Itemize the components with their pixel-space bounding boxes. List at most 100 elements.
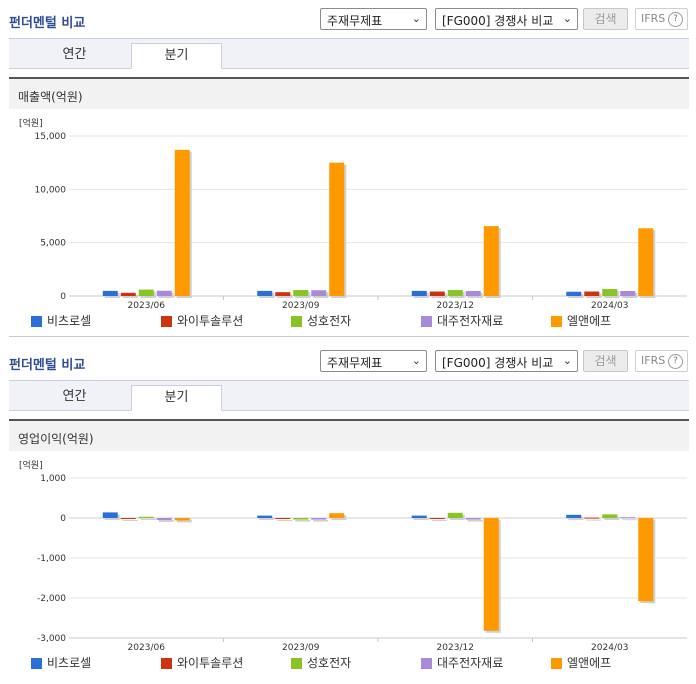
legend-swatch <box>551 658 562 669</box>
x-tick-label: 2024/03 <box>591 643 628 653</box>
legend-label: 대주전자재료 <box>437 314 504 328</box>
statement-select[interactable]: 주재무제표 ⌄ <box>320 350 427 372</box>
chevron-down-icon: ⌄ <box>562 354 572 367</box>
legend-swatch <box>161 316 172 327</box>
divider <box>9 336 689 337</box>
tab-annual[interactable]: 연간 <box>62 47 87 62</box>
ifrs-help-button[interactable]: IFRS ? <box>635 8 688 30</box>
y-tick-label: 0 <box>60 292 66 302</box>
bar-와이투솔루션 <box>584 517 600 519</box>
bar-비츠로셀 <box>257 290 273 296</box>
y-tick-label: -2,000 <box>37 594 66 604</box>
bar-shadow <box>277 294 293 298</box>
bar-대주전자재료 <box>156 290 172 296</box>
legend-swatch <box>421 316 432 327</box>
search-button[interactable]: 검색 <box>583 8 628 30</box>
search-button[interactable]: 검색 <box>583 350 628 372</box>
bar-shadow <box>313 520 329 522</box>
bar-성호전자 <box>447 290 463 296</box>
statement-select[interactable]: 주재무제표 ⌄ <box>320 8 427 30</box>
legend-label: 비츠로셀 <box>47 314 92 328</box>
bar-와이투솔루션 <box>120 292 136 296</box>
legend-label: 성호전자 <box>307 656 352 670</box>
chart-legend: 비츠로셀 와이투솔루션 성호전자 대주전자재료 엘앤에프 <box>9 311 689 331</box>
chevron-down-icon: ⌄ <box>411 354 421 367</box>
bar-shadow <box>295 520 311 522</box>
bar-와이투솔루션 <box>120 518 136 519</box>
period-tabs: 연간 분기 <box>9 380 689 411</box>
bar-shadow <box>176 520 192 523</box>
bar-성호전자 <box>138 516 154 518</box>
legend-swatch <box>291 658 302 669</box>
bar-엘앤에프 <box>638 228 654 296</box>
chevron-down-icon: ⌄ <box>562 12 572 25</box>
bar-엘앤에프 <box>329 162 345 296</box>
panel-title: 펀더멘털 비교 <box>9 16 86 31</box>
bar-shadow <box>431 520 447 521</box>
bar-와이투솔루션 <box>275 292 291 296</box>
bar-shadow <box>122 294 138 298</box>
legend-label: 대주전자재료 <box>437 656 504 670</box>
compare-select[interactable]: [FG000] 경쟁사 비교 ⌄ <box>435 8 578 30</box>
compare-select-value: [FG000] 경쟁사 비교 <box>442 356 554 370</box>
period-tabs: 연간 분기 <box>9 38 689 69</box>
bar-비츠로셀 <box>102 290 118 296</box>
compare-select-value: [FG000] 경쟁사 비교 <box>442 14 554 28</box>
operating-profit-bar-chart: [억원] -3,000 -2,000 -1,000 0 1,000 2023/06 2023/… <box>19 459 687 653</box>
bar-대주전자재료 <box>620 517 636 519</box>
bar-shadow <box>259 517 275 520</box>
y-unit-label: [억원] <box>19 117 43 129</box>
ifrs-label: IFRS <box>641 354 666 367</box>
x-tick-label: 2023/12 <box>437 301 474 311</box>
ifrs-label: IFRS <box>641 12 666 25</box>
section-title: 영업이익(억원) <box>18 432 94 446</box>
bar-대주전자재료 <box>465 290 481 296</box>
chevron-down-icon: ⌄ <box>411 12 421 25</box>
question-circle-icon: ? <box>668 354 683 369</box>
y-unit-label: [억원] <box>19 459 43 471</box>
tab-quarterly[interactable]: 분기 <box>131 385 222 411</box>
ifrs-help-button[interactable]: IFRS ? <box>635 350 688 372</box>
compare-select[interactable]: [FG000] 경쟁사 비교 ⌄ <box>435 350 578 372</box>
legend-label: 엘앤에프 <box>567 656 612 670</box>
y-tick-label: 15,000 <box>35 132 67 142</box>
bar-대주전자재료 <box>465 518 481 520</box>
x-tick-label: 2023/12 <box>437 643 474 653</box>
bar-엘앤에프 <box>483 518 499 631</box>
bar-와이투솔루션 <box>584 291 600 296</box>
tab-quarterly[interactable]: 분기 <box>131 43 222 69</box>
bar-와이투솔루션 <box>429 518 445 519</box>
x-tick-label: 2023/09 <box>282 643 320 653</box>
bar-shadow <box>140 518 156 520</box>
bar-대주전자재료 <box>156 518 172 520</box>
bar-shadow <box>467 520 483 522</box>
legend-label: 비츠로셀 <box>47 656 92 670</box>
legend-swatch <box>551 316 562 327</box>
bar-엘앤에프 <box>174 149 190 296</box>
legend-label: 와이투솔루션 <box>177 314 244 328</box>
statement-select-value: 주재무제표 <box>327 356 383 370</box>
y-tick-label: 10,000 <box>35 185 67 195</box>
y-tick-label: 1,000 <box>40 474 66 484</box>
x-tick-label: 2023/06 <box>128 301 166 311</box>
bar-성호전자 <box>602 289 618 296</box>
y-tick-label: -3,000 <box>37 634 66 644</box>
bar-비츠로셀 <box>102 512 118 518</box>
legend-swatch <box>31 316 42 327</box>
statement-select-value: 주재무제표 <box>327 14 383 28</box>
section-header: 영업이익(억원) <box>9 419 689 451</box>
bar-엘앤에프 <box>638 518 654 602</box>
bar-shadow <box>413 517 429 520</box>
x-tick-label: 2024/03 <box>591 301 628 311</box>
bar-와이투솔루션 <box>275 518 291 519</box>
section-title: 매출액(억원) <box>18 90 83 104</box>
legend-swatch <box>291 316 302 327</box>
y-tick-label: 0 <box>60 514 66 524</box>
legend-swatch <box>161 658 172 669</box>
bar-엘앤에프 <box>329 513 345 518</box>
question-circle-icon: ? <box>668 12 683 27</box>
bar-성호전자 <box>293 290 309 296</box>
bar-엘앤에프 <box>483 226 499 296</box>
tab-annual[interactable]: 연간 <box>62 389 87 404</box>
bar-shadow <box>158 520 174 522</box>
